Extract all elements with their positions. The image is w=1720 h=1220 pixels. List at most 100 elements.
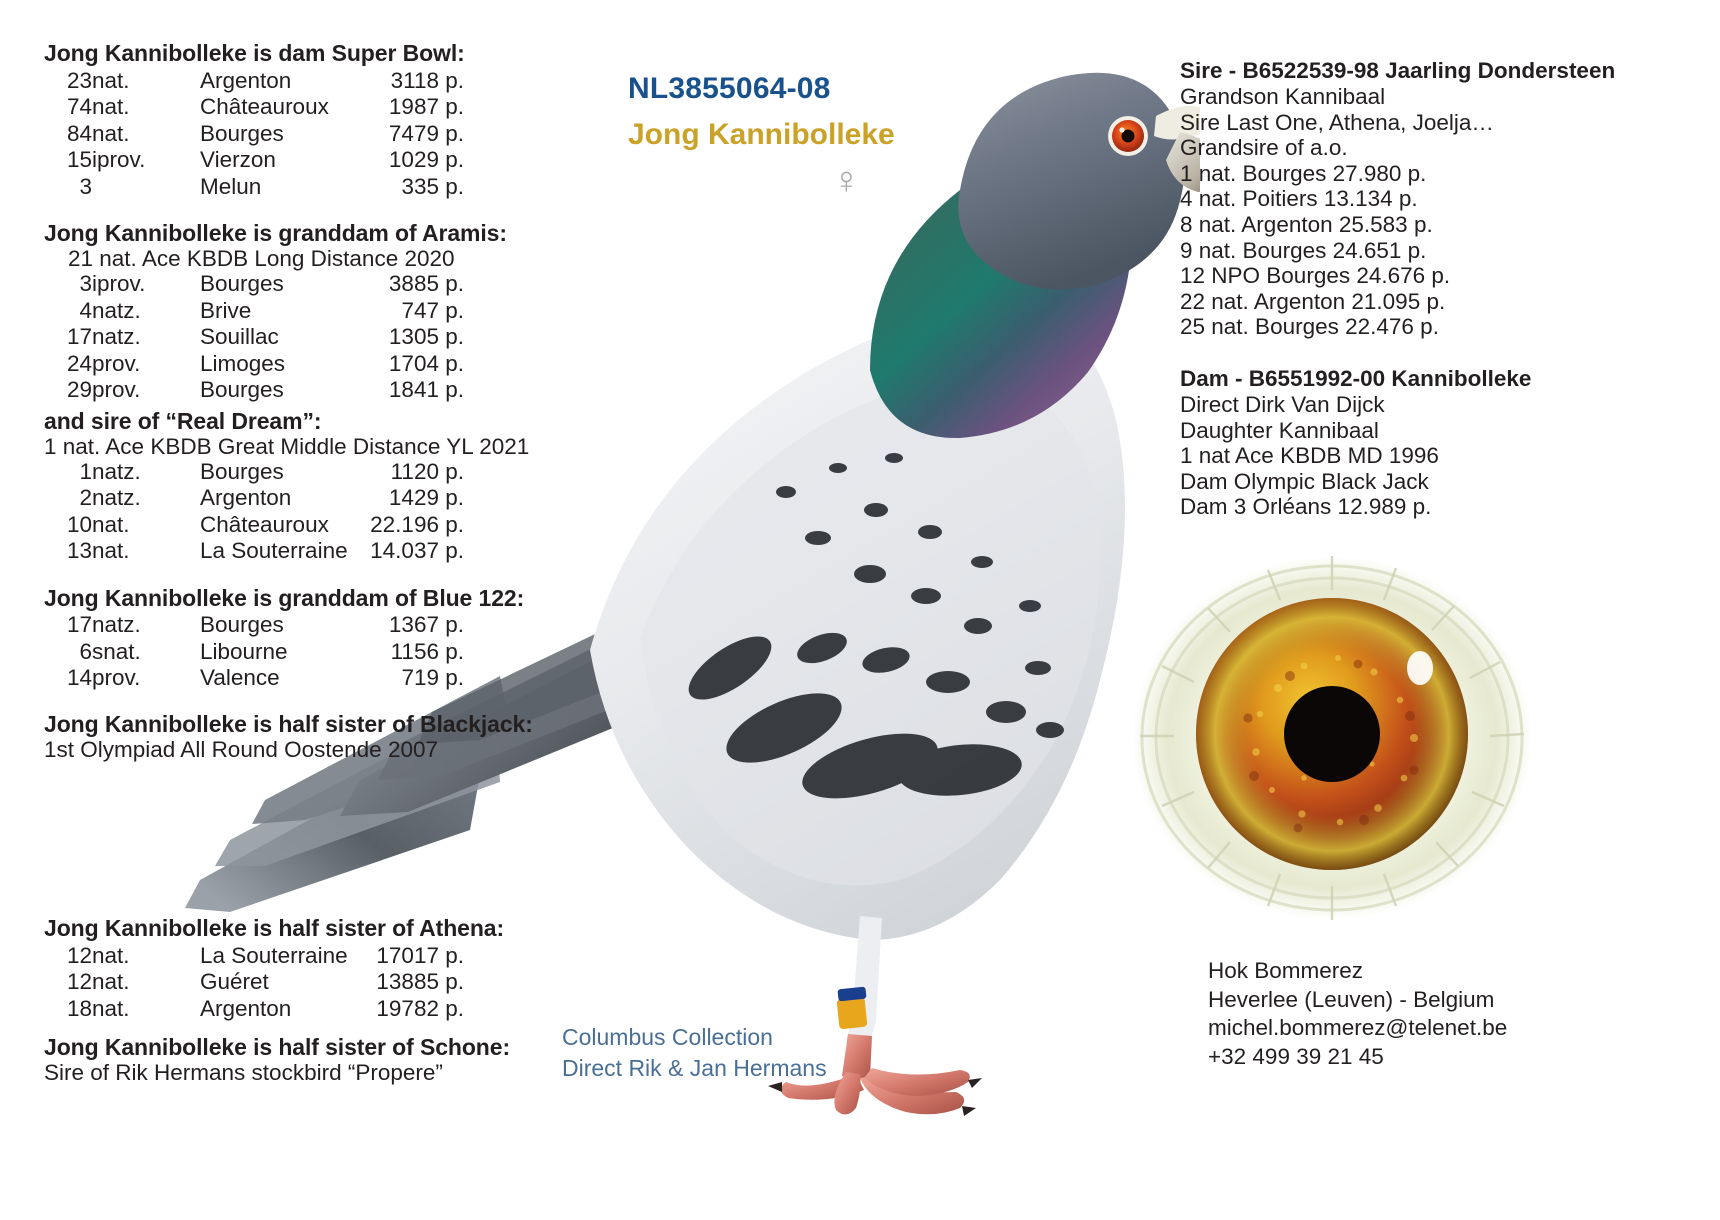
cell-points: 1305 p. [388, 324, 464, 350]
cell-place: Libourne [200, 638, 288, 664]
collection-line-2: Direct Rik & Jan Hermans [562, 1055, 827, 1081]
section-super-bowl: Jong Kannibolleke is dam Super Bowl: 23 … [44, 40, 484, 200]
loft-name: Hok Bommerez [1208, 958, 1364, 983]
table-row: 14 prov. Valence 719 p. [44, 665, 464, 692]
pigeon-checker-pattern [688, 453, 1064, 799]
table-row: 84 nat. Bourges 7479 p. [44, 120, 464, 147]
cell-rank: 12 [66, 969, 92, 995]
cell-place: Limoges [200, 350, 286, 376]
results-table: 23 nat. Argenton 3118 p. 74 nat. Château… [44, 67, 464, 200]
table-row: 3 Melun 335 p. [44, 173, 464, 200]
cell-rank: 23 [66, 67, 92, 93]
cell-rank: 84 [66, 120, 92, 146]
cell-points: 17017 p. [376, 942, 464, 968]
section-athena: Jong Kannibolleke is half sister of Athe… [44, 915, 505, 1022]
sire-line: Sire Last One, Athena, Joelja… [1180, 109, 1494, 135]
cell-place: Melun [200, 173, 262, 199]
pigeon-leg-ring [836, 997, 868, 1029]
cell-rank: 15 [66, 147, 92, 173]
cell-place: Argenton [200, 995, 292, 1021]
section-heading: Jong Kannibolleke is granddam of Blue 12… [44, 584, 525, 611]
cell-points: 1987 p. [388, 94, 464, 120]
section-heading: Jong Kannibolleke is granddam of Aramis: [44, 219, 507, 246]
table-row: 17 natz. Bourges 1367 p. [44, 612, 464, 639]
cell-place: Châteauroux [200, 511, 329, 537]
pupil [1284, 686, 1380, 782]
sire-line: 8 nat. Argenton 25.583 p. [1180, 211, 1433, 237]
results-table: 17 natz. Bourges 1367 p. 6 snat. Libourn… [44, 612, 464, 692]
table-row: 74 nat. Châteauroux 1987 p. [44, 94, 464, 121]
sire-line: 12 NPO Bourges 24.676 p. [1180, 263, 1451, 289]
cell-type: iprov. [92, 271, 146, 297]
collection-credit: Columbus Collection Direct Rik & Jan Her… [562, 1022, 827, 1084]
cell-points: 14.037 p. [370, 538, 464, 564]
section-heading: Jong Kannibolleke is dam Super Bowl: [44, 40, 465, 66]
cell-type: nat. [92, 120, 130, 146]
table-row: 1 natz. Bourges 1120 p. [44, 458, 464, 485]
left-bottom-column: Jong Kannibolleke is half sister of Athe… [44, 915, 510, 1085]
sire-line: 4 nat. Poitiers 13.134 p. [1180, 186, 1418, 212]
parents-column: Sire - B6522539-98 Jaarling Dondersteen … [1180, 58, 1616, 520]
contact-block: Hok Bommerez Heverlee (Leuven) - Belgium… [1208, 957, 1507, 1071]
cell-type: nat. [92, 511, 130, 537]
sire-line: 1 nat. Bourges 27.980 p. [1180, 160, 1427, 186]
cell-rank: 3 [79, 271, 92, 297]
results-table: 3 iprov. Bourges 3885 p. 4 natz. Brive 7… [44, 271, 464, 404]
loft-location: Heverlee (Leuven) - Belgium [1208, 986, 1495, 1012]
pigeon-eye-photo [1128, 538, 1536, 938]
table-row: 15 iprov. Vierzon 1029 p. [44, 147, 464, 174]
spacer [44, 1022, 484, 1034]
cell-rank: 14 [66, 665, 92, 691]
table-row: 12 nat. La Souterraine 17017 p. [44, 942, 464, 969]
dam-line: Direct Dirk Van Dijck [1180, 391, 1385, 417]
cell-rank: 2 [79, 485, 92, 511]
cell-place: Guéret [200, 969, 269, 995]
table-row: 18 nat. Argenton 19782 p. [44, 995, 464, 1022]
cell-type: natz. [92, 297, 141, 323]
catchlight [1407, 651, 1433, 685]
cell-points: 3885 p. [388, 271, 464, 297]
dam-line: Dam Olympic Black Jack [1180, 468, 1429, 494]
section-aramis: Jong Kannibolleke is granddam of Aramis:… [44, 219, 507, 404]
cell-rank: 17 [66, 324, 92, 350]
cell-points: 1120 p. [390, 458, 464, 484]
cell-place: Brive [200, 297, 252, 323]
table-row: 2 natz. Argenton 1429 p. [44, 485, 464, 512]
results-table: 12 nat. La Souterraine 17017 p. 12 nat. … [44, 942, 464, 1022]
loft-phone[interactable]: +32 499 39 21 45 [1208, 1043, 1384, 1069]
spacer [1180, 340, 1580, 366]
sire-line: Grandson Kannibaal [1180, 84, 1386, 109]
cell-place: Bourges [200, 458, 284, 484]
cell-type: natz. [92, 485, 141, 511]
sire-heading: Sire - B6522539-98 Jaarling Dondersteen [1180, 58, 1616, 83]
section-heading: Jong Kannibolleke is half sister of Athe… [44, 915, 505, 941]
cell-rank: 29 [66, 377, 92, 403]
dam-heading: Dam - B6551992-00 Kannibolleke [1180, 365, 1532, 391]
cell-type: natz. [92, 458, 141, 484]
section-note: Sire of Rik Hermans stockbird “Propere” [44, 1059, 443, 1085]
sire-line: 25 nat. Bourges 22.476 p. [1180, 314, 1439, 340]
cell-type: prov. [92, 377, 141, 403]
bird-name: Jong Kannibolleke [628, 118, 895, 151]
section-blue-122: Jong Kannibolleke is granddam of Blue 12… [44, 584, 525, 692]
spacer [44, 565, 484, 585]
cell-points: 1029 p. [388, 147, 464, 173]
dam-line: Daughter Kannibaal [1180, 417, 1379, 443]
sire-line: 9 nat. Bourges 24.651 p. [1180, 237, 1427, 263]
table-row: 3 iprov. Bourges 3885 p. [44, 271, 464, 298]
table-row: 12 nat. Guéret 13885 p. [44, 969, 464, 996]
dam-block: Dam - B6551992-00 Kannibolleke Direct Di… [1180, 366, 1580, 520]
pigeon-eye [1112, 120, 1144, 152]
section-heading: and sire of “Real Dream”: [44, 407, 322, 434]
loft-email[interactable]: michel.bommerez@telenet.be [1208, 1015, 1508, 1040]
cell-points: 22.196 p. [370, 511, 464, 537]
cell-type: snat. [92, 638, 141, 664]
cell-points: 1704 p. [388, 350, 464, 376]
pigeon-head [958, 72, 1185, 290]
left-results-column: Jong Kannibolleke is dam Super Bowl: 23 … [44, 40, 533, 762]
cell-points: 1841 p. [388, 377, 464, 403]
cell-type: iprov. [92, 147, 146, 173]
section-blackjack: Jong Kannibolleke is half sister of Blac… [44, 711, 533, 762]
cell-type: natz. [92, 324, 141, 350]
table-row: 17 natz. Souillac 1305 p. [44, 324, 464, 351]
